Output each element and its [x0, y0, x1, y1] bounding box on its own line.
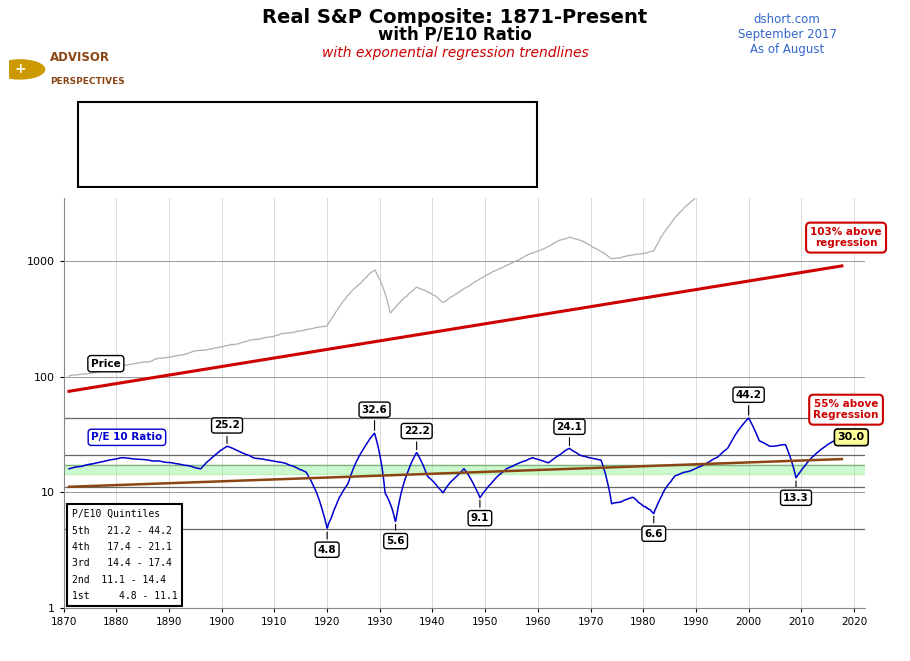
Text: +: + [15, 62, 25, 77]
Text: closes divided by the 10-year average of real earnings. The: closes divided by the 10-year average of… [92, 137, 417, 147]
Text: 5.6: 5.6 [387, 524, 405, 546]
Text: 25.2: 25.2 [214, 420, 240, 444]
Text: dshort.com: dshort.com [753, 13, 821, 26]
Text: 103% above
regression: 103% above regression [810, 227, 882, 249]
Text: P/E 10 Ratio: P/E 10 Ratio [91, 432, 163, 442]
Text: horizontal  bands show the quintile breakdown  of the P/E10.: horizontal bands show the quintile break… [92, 157, 424, 167]
Text: September 2017: September 2017 [738, 28, 836, 42]
Text: PERSPECTIVES: PERSPECTIVES [50, 77, 125, 85]
Text: 44.2: 44.2 [735, 390, 762, 415]
Text: I've also added an: I've also added an [92, 178, 195, 188]
Text: with exponential regression trendlines: with exponential regression trendlines [321, 46, 589, 60]
Circle shape [0, 60, 45, 79]
Bar [64, 465, 864, 474]
Text: 30.0: 30.0 [838, 432, 864, 442]
Text: 9.1: 9.1 [470, 500, 489, 523]
Text: 4.8: 4.8 [318, 532, 337, 555]
Text: 55% above
Regression: 55% above Regression [814, 399, 879, 420]
FancyBboxPatch shape [77, 102, 537, 186]
Text: monthly: monthly [260, 117, 310, 127]
Text: Price: Price [91, 359, 121, 369]
Text: 22.2: 22.2 [404, 426, 430, 449]
Text: 6.6: 6.6 [644, 516, 663, 539]
Text: ADVISOR: ADVISOR [50, 52, 110, 64]
Text: 24.1: 24.1 [557, 422, 582, 446]
Text: Real S&P Composite: 1871-Present: Real S&P Composite: 1871-Present [262, 8, 648, 27]
Text: 13.3: 13.3 [784, 481, 809, 503]
Text: The P/E10 is based on the real: The P/E10 is based on the real [92, 117, 261, 127]
Text: averages of daily: averages of daily [298, 117, 399, 127]
Text: As of August: As of August [750, 43, 824, 56]
Text: regression for the P/E10 series.: regression for the P/E10 series. [257, 178, 430, 188]
Text: with P/E10 Ratio: with P/E10 Ratio [378, 26, 532, 44]
Text: exponential: exponential [196, 178, 260, 188]
Text: 32.6: 32.6 [361, 405, 388, 430]
Text: P/E10 Quintiles
5th   21.2 - 44.2
4th   17.4 - 21.1
3rd   14.4 - 17.4
2nd  11.1 : P/E10 Quintiles 5th 21.2 - 44.2 4th 17.4… [72, 509, 177, 601]
